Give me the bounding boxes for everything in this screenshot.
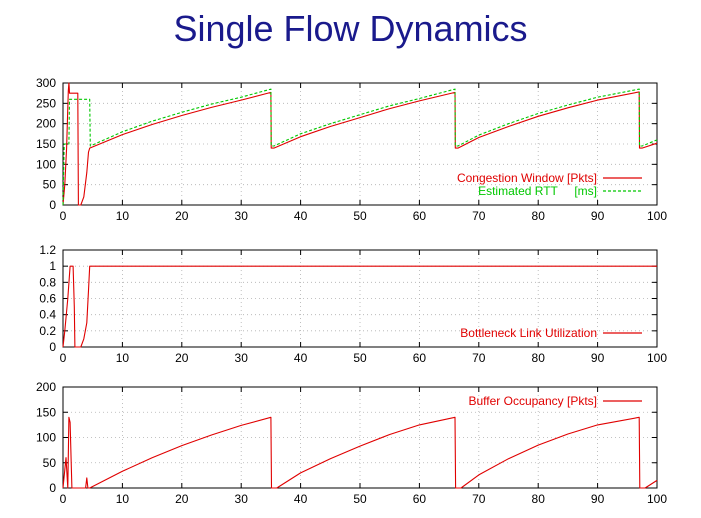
chart-panel-3: 0 10 20 30 40 50 60 70 80 90 100 0 50 100 150 200 Buffer… [36,380,667,506]
y-tick-label: 250 [36,96,56,110]
x-tick-label: 50 [353,351,367,365]
x-tick-label: 80 [532,492,546,506]
y-tick-label: 200 [36,380,56,394]
x-tick-label: 50 [353,209,367,223]
x-tick-label: 40 [294,492,308,506]
x-tick-label: 40 [294,209,308,223]
x-tick-label: 80 [532,209,546,223]
x-tick-label: 70 [472,492,486,506]
y-tick-label: 200 [36,117,56,131]
y-tick-label: 100 [36,431,56,445]
x-tick-label: 40 [294,351,308,365]
legend-label: Buffer Occupancy [Pkts] [468,394,597,408]
x-tick-label: 10 [116,492,130,506]
y-tick-label: 1.2 [39,243,56,257]
y-tick-label: 300 [36,76,56,90]
series-line-1: Buffer Occupancy [Pkts] [62,416,658,489]
x-tick-label: 90 [591,492,605,506]
x-tick-label: 20 [175,351,189,365]
x-tick-label: 90 [591,351,605,365]
x-tick-label: 30 [235,209,249,223]
x-tick-label: 60 [413,492,427,506]
x-tick-label: 60 [413,209,427,223]
x-tick-label: 90 [591,209,605,223]
y-tick-label: 0 [49,481,56,495]
x-tick-label: 60 [413,351,427,365]
x-tick-label: 10 [116,209,130,223]
x-tick-label: 80 [532,351,546,365]
y-tick-label: 0.2 [39,324,56,338]
x-tick-label: 100 [647,351,667,365]
x-tick-label: 50 [353,492,367,506]
y-tick-label: 0 [49,198,56,212]
x-tick-label: 30 [235,492,249,506]
y-tick-label: 0 [49,340,56,354]
x-tick-label: 0 [60,351,67,365]
y-tick-label: 1 [49,259,56,273]
x-tick-label: 70 [472,209,486,223]
legend-label: Estimated RTT [ms] [478,184,597,198]
series-line-1: Bottleneck Link Utilization [62,265,657,348]
x-tick-label: 20 [175,209,189,223]
x-tick-label: 0 [60,492,67,506]
series-line-1: Congestion Window [Pkts] [62,82,658,206]
series-line-2: Estimated RTT [ms] [62,88,658,206]
y-tick-label: 50 [43,178,57,192]
y-tick-label: 50 [43,456,57,470]
y-tick-label: 150 [36,137,56,151]
y-tick-label: 0.4 [39,308,56,322]
x-tick-label: 100 [647,209,667,223]
y-tick-label: 0.6 [39,292,56,306]
y-tick-label: 100 [36,157,56,171]
legend-label: Congestion Window [Pkts] [457,171,597,185]
chart-title: Single Flow Dynamics [173,8,528,49]
x-tick-label: 20 [175,492,189,506]
legend-label: Bottleneck Link Utilization [460,326,597,340]
chart-panel-1: 0 10 20 30 40 50 60 70 80 90 100 0 50 100 150 200 250 300… [36,76,667,223]
x-tick-label: 70 [472,351,486,365]
x-tick-label: 10 [116,351,130,365]
x-tick-label: 0 [60,209,67,223]
y-tick-label: 0.8 [39,275,56,289]
chart-panel-2: 0 10 20 30 40 50 60 70 80 90 100 0 0.2 0.4 0.6 0.8 1 1.2 B… [39,243,667,365]
y-tick-label: 150 [36,405,56,419]
x-tick-label: 30 [235,351,249,365]
x-tick-label: 100 [647,492,667,506]
